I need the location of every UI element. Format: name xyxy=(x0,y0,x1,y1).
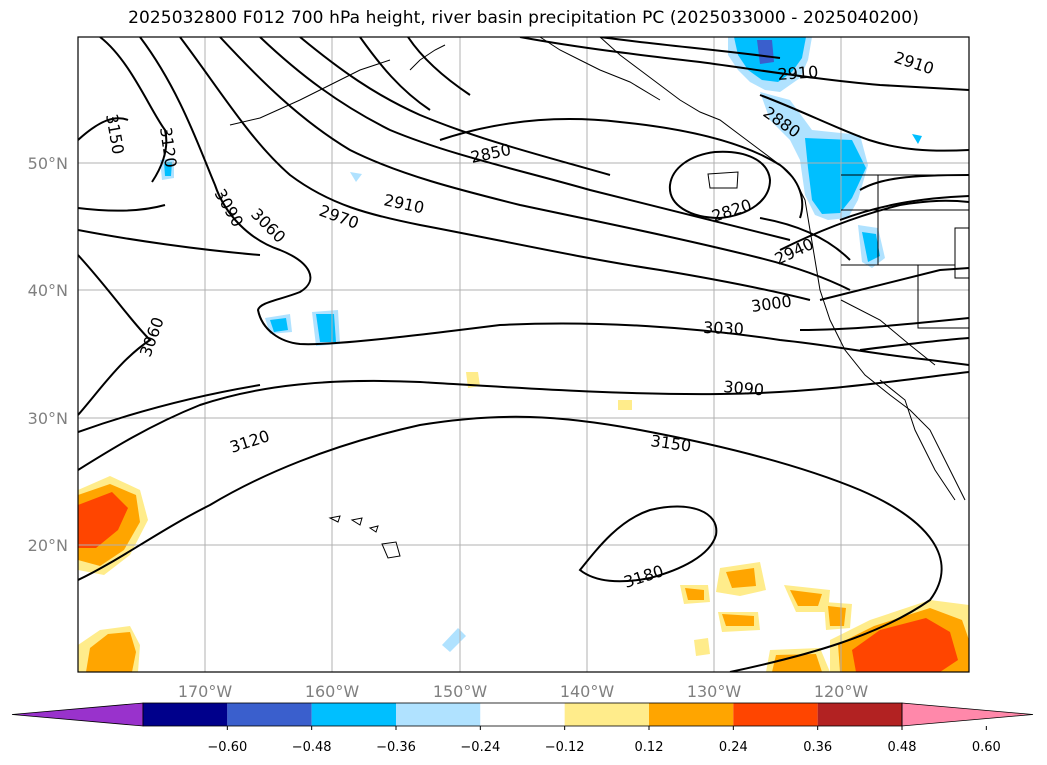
colorbar-tick-label: 0.48 xyxy=(888,740,917,755)
colorbar-swatch xyxy=(227,703,312,726)
colorbar-swatch xyxy=(564,703,649,726)
colorbar-tick-label: 0.60 xyxy=(972,740,1001,755)
colorbar-border xyxy=(142,702,903,727)
coastlines xyxy=(229,37,969,501)
colorbar-swatch xyxy=(311,703,396,726)
colorbar-swatch xyxy=(649,703,734,726)
colorbar-tick-label: 0.24 xyxy=(719,740,748,755)
lat-label: 40°N xyxy=(28,281,68,300)
colorbar-swatch xyxy=(143,703,228,726)
lat-label: 20°N xyxy=(28,536,68,555)
colorbar-tick-label: −0.12 xyxy=(545,740,585,755)
contour-label: 3090 xyxy=(723,377,765,399)
colorbar-tick-label: −0.60 xyxy=(207,740,247,755)
colorbar-swatch xyxy=(817,703,902,726)
colorbar-ticks: −0.60 −0.48 −0.36 −0.24 −0.12 0.12 0.24 0.36 0.4… xyxy=(207,726,1001,755)
colorbar-swatch xyxy=(480,703,565,726)
colorbar-tick-label: 0.12 xyxy=(635,740,664,755)
lat-label: 50°N xyxy=(28,154,68,173)
colorbar-tick-label: −0.36 xyxy=(376,740,416,755)
colorbar-swatch xyxy=(733,703,818,726)
colorbar-extend-low xyxy=(11,702,144,727)
lon-label: 170°W xyxy=(178,682,233,701)
lon-label: 130°W xyxy=(687,682,742,701)
height-contours xyxy=(78,37,969,672)
contour-label: 2910 xyxy=(777,62,819,84)
lon-label: 160°W xyxy=(305,682,360,701)
colorbar-swatch xyxy=(396,703,481,726)
colorbar-tick-label: −0.48 xyxy=(292,740,332,755)
longitude-labels: 170°W 160°W 150°W 140°W 130°W 120°W xyxy=(178,682,869,701)
contour-label: 3030 xyxy=(703,318,744,338)
lon-label: 120°W xyxy=(814,682,869,701)
map-area: 3150 3120 3090 3060 2970 2910 2850 2820 … xyxy=(78,37,969,672)
lon-label: 140°W xyxy=(560,682,615,701)
lat-label: 30°N xyxy=(28,409,68,428)
colorbar-tick-label: −0.24 xyxy=(460,740,500,755)
colorbar-extend-high xyxy=(901,702,1034,727)
hawaii-islands xyxy=(328,515,401,559)
map-title: 2025032800 F012 700 hPa height, river ba… xyxy=(128,8,919,28)
map-frame xyxy=(77,36,970,673)
latitude-labels: 50°N 40°N 30°N 20°N xyxy=(28,154,68,555)
colorbar-tick-label: 0.36 xyxy=(803,740,832,755)
lon-label: 150°W xyxy=(433,682,488,701)
colorbar: −0.60 −0.48 −0.36 −0.24 −0.12 0.12 0.24 0.36 0.4… xyxy=(11,702,1034,755)
colorbar-swatches xyxy=(11,702,1034,727)
